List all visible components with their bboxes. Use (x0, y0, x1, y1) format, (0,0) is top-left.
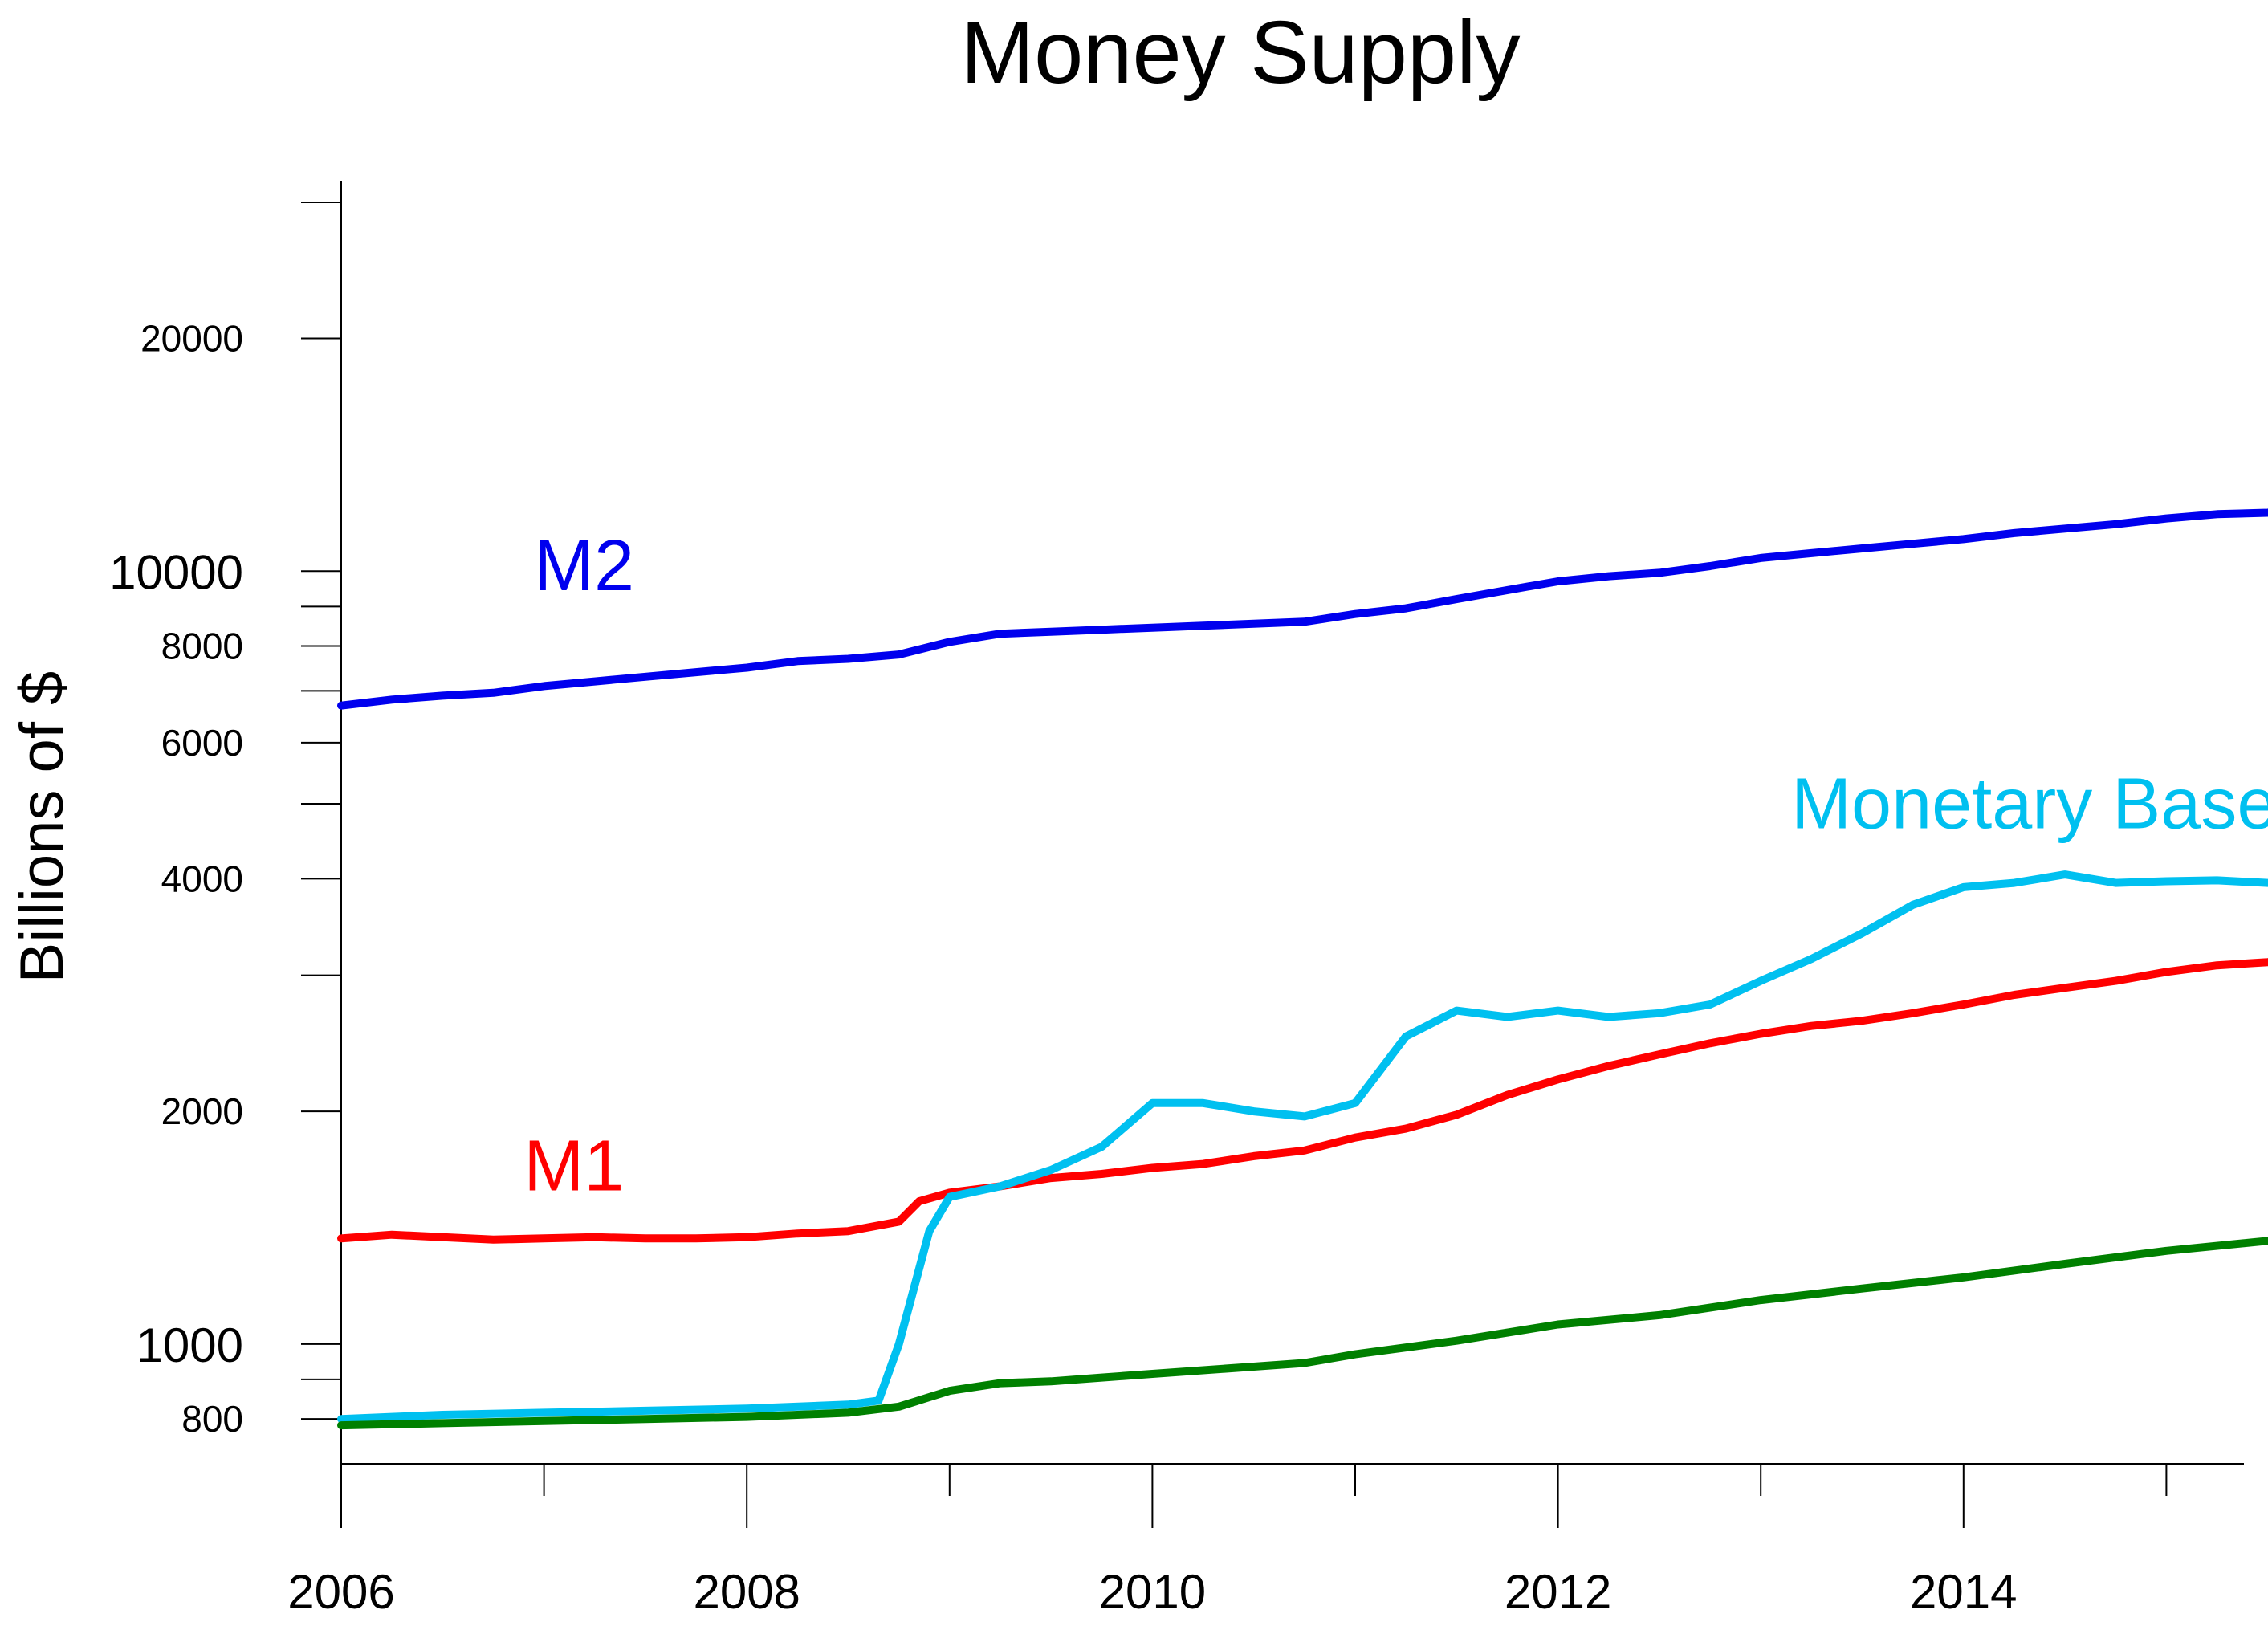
series-line-m2 (337, 508, 2268, 710)
x-tick-label: 2012 (1505, 1565, 1611, 1619)
y-tick-label: 20000 (140, 317, 243, 359)
y-tick-label: 10000 (109, 545, 243, 599)
x-tick-label: 2014 (1910, 1565, 2017, 1619)
series-lines (337, 508, 2268, 1430)
y-tick-label: 8000 (161, 626, 243, 667)
y-tick-label: 1000 (136, 1318, 243, 1372)
x-tick-label: 2010 (1099, 1565, 1206, 1619)
series-line-monetary-base (337, 870, 2268, 1424)
y-tick-label: 2000 (161, 1090, 243, 1132)
series-label-monetary-base: Monetary Base (1791, 764, 2268, 844)
series-label-m1: M1 (523, 1127, 624, 1207)
y-axis-label: Billions of $ (8, 671, 76, 984)
series-line-currency-in-circulation (337, 1237, 2268, 1430)
chart-title: Money Supply (960, 3, 1520, 102)
y-tick-label: 4000 (161, 858, 243, 899)
x-tick-label: 2008 (693, 1565, 800, 1619)
y-tick-label: 800 (181, 1398, 243, 1440)
axes: 800 1000 2000 4000 6000 8000 10000 20000 2006 200… (109, 181, 2244, 1619)
x-tick-label: 2006 (287, 1565, 394, 1619)
series-label-m2: M2 (534, 526, 634, 606)
y-tick-label: 6000 (161, 722, 243, 764)
